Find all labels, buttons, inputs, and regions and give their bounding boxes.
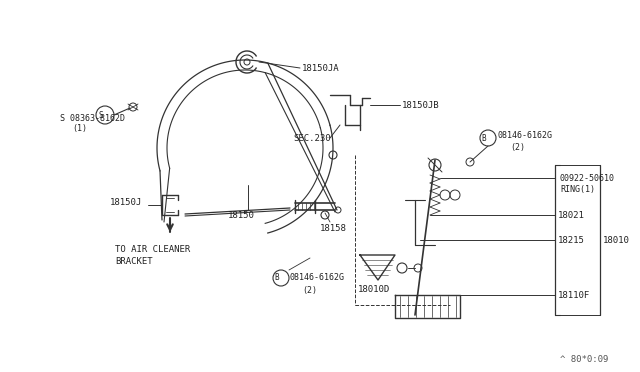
Text: TO AIR CLEANER: TO AIR CLEANER <box>115 246 190 254</box>
Text: B: B <box>275 273 279 282</box>
Text: 08146-6162G: 08146-6162G <box>498 131 553 140</box>
Text: (1): (1) <box>72 124 87 132</box>
Text: 18158: 18158 <box>320 224 347 232</box>
Text: ^ 80*0:09: ^ 80*0:09 <box>560 356 609 365</box>
Text: (2): (2) <box>510 142 525 151</box>
Text: 18010D: 18010D <box>358 285 390 295</box>
Text: 18010: 18010 <box>603 235 630 244</box>
Text: BRACKET: BRACKET <box>115 257 152 266</box>
Text: S 08363-8162D: S 08363-8162D <box>60 113 125 122</box>
Text: 18110F: 18110F <box>558 291 590 299</box>
Text: 08146-6162G: 08146-6162G <box>290 273 345 282</box>
Text: S: S <box>99 110 103 119</box>
Text: 18215: 18215 <box>558 235 585 244</box>
Text: B: B <box>482 134 486 142</box>
Text: (2): (2) <box>302 285 317 295</box>
Text: 00922-50610: 00922-50610 <box>560 173 615 183</box>
Text: 18150J: 18150J <box>110 198 142 206</box>
Text: 18150JA: 18150JA <box>302 64 340 73</box>
Text: RING(1): RING(1) <box>560 185 595 193</box>
Text: 18150: 18150 <box>228 211 255 219</box>
Text: 18021: 18021 <box>558 211 585 219</box>
Text: SEC.230: SEC.230 <box>293 134 331 142</box>
Text: 18150JB: 18150JB <box>402 100 440 109</box>
